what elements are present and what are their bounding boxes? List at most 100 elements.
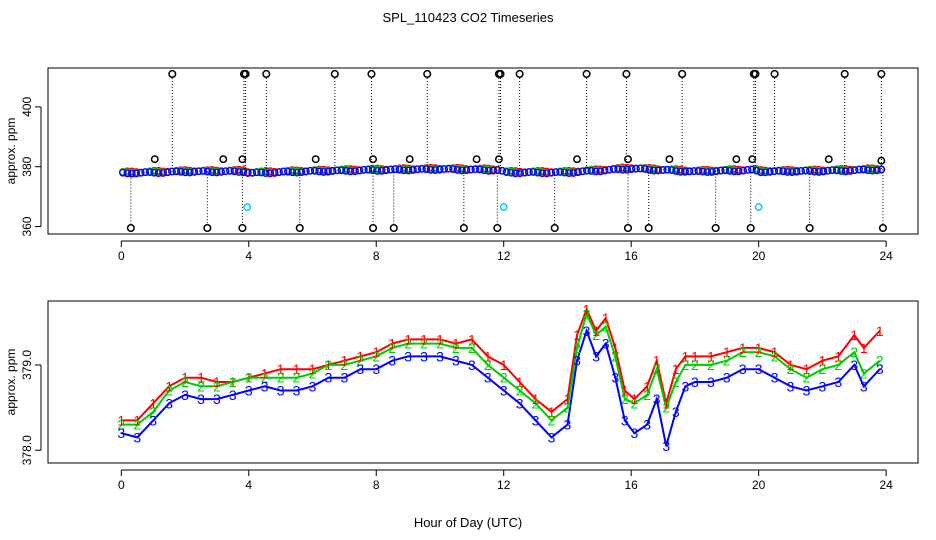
baseline-point-series-3 [846, 167, 854, 175]
outlier-high-point [582, 69, 591, 79]
series-3-point: 3 [165, 395, 173, 411]
outlier-low-point [203, 223, 212, 233]
baseline-point-series-3 [270, 169, 279, 177]
baseline-point-series-3 [556, 168, 564, 176]
outlier-mid-point [824, 155, 833, 164]
baseline-point-series-3 [212, 168, 221, 177]
baseline-point-series-3 [770, 167, 779, 175]
outlier-cyan-point [499, 203, 508, 211]
baseline-point-series-3 [346, 167, 355, 176]
baseline-point-series-3 [230, 167, 239, 176]
baseline-point-series-3 [324, 167, 332, 176]
bottom-x-tick-label: 24 [879, 478, 893, 492]
baseline-point-series-3 [511, 169, 520, 178]
series-3-point: 3 [404, 348, 412, 364]
series-1-point: 1 [834, 348, 842, 364]
baseline-point-series-3 [542, 169, 551, 178]
series-3-point: 3 [420, 348, 428, 364]
series-3-point: 3 [484, 370, 492, 386]
baseline-point-series-3 [600, 166, 609, 175]
series-1-point: 1 [583, 302, 591, 318]
series-3-point: 3 [197, 391, 205, 407]
series-3-point: 3 [860, 378, 868, 394]
baseline-point-series-3 [252, 168, 261, 177]
series-1-point: 1 [197, 370, 205, 386]
series-2-point: 2 [293, 370, 301, 386]
series-1-point: 1 [691, 348, 699, 364]
baseline-point-series-3 [154, 169, 163, 178]
outlier-low-point [746, 223, 755, 233]
series-2-point: 2 [681, 357, 689, 373]
baseline-point-series-3 [525, 168, 533, 176]
series-2-point: 2 [117, 417, 125, 433]
outlier-mid-point [472, 155, 481, 164]
outlier-mid-point [877, 156, 886, 165]
baseline-point-series-3 [199, 167, 208, 175]
baseline-point-series-3 [645, 166, 654, 174]
series-1-point: 1 [611, 340, 619, 356]
outlier-high-point [751, 69, 760, 79]
outlier-mid-point [150, 155, 159, 164]
baseline-point-series-3 [377, 167, 386, 175]
baseline-point-series-3 [765, 168, 774, 176]
baseline-point-series-3 [654, 166, 663, 175]
series-2-point: 2 [803, 370, 811, 386]
baseline-point-series-3 [284, 167, 292, 176]
series-3-point: 3 [787, 378, 795, 394]
series-1-point: 1 [229, 374, 237, 390]
series-2-point: 2 [662, 400, 670, 416]
baseline-point-series-3 [306, 166, 315, 175]
series-1-point: 1 [372, 344, 380, 360]
series-1-point: 1 [277, 361, 285, 377]
baseline-point-series-3 [716, 166, 725, 175]
baseline-point-series-3 [217, 168, 225, 176]
series-3-point: 3 [876, 361, 884, 377]
series-1-point: 1 [293, 361, 301, 377]
baseline-point-series-3 [328, 167, 337, 175]
baseline-point-series-3 [828, 166, 837, 175]
series-3-point: 3 [532, 412, 540, 428]
series-2-point: 2 [602, 319, 610, 335]
baseline-point-series-3 [605, 165, 614, 174]
baseline-point-series-3 [221, 167, 230, 176]
series-3-point: 3 [662, 438, 670, 454]
series-2-point: 2 [739, 344, 747, 360]
baseline-point-series-3 [578, 167, 587, 176]
series-1-point: 1 [643, 378, 651, 394]
baseline-point-series-3 [489, 166, 498, 175]
series-1-point: 1 [787, 357, 795, 373]
series-1-point: 1 [707, 348, 715, 364]
series-1-point: 1 [860, 340, 868, 356]
outlier-cyan-point [243, 203, 252, 211]
baseline-point-series-3 [609, 165, 618, 173]
baseline-point-series-3 [315, 167, 324, 176]
baseline-point-series-3 [823, 166, 832, 175]
baseline-point-series-3 [261, 169, 270, 178]
baseline-point-series-3 [475, 165, 484, 174]
series-2-point: 2 [564, 400, 572, 416]
top-y-tick-label: 360 [20, 216, 34, 236]
series-3-point: 3 [388, 353, 396, 369]
series-1-point: 1 [149, 395, 157, 411]
series-3-point: 3 [643, 417, 651, 433]
outlier-low-point [878, 223, 887, 233]
baseline-point-series-3 [507, 168, 515, 177]
baseline-point-series-3 [703, 168, 712, 177]
top-y-axis-label: approx. ppm [4, 118, 18, 185]
baseline-point-series-3 [533, 168, 542, 177]
series-2-point: 2 [611, 348, 619, 364]
baseline-point-series-3 [342, 167, 350, 175]
series-3-point: 3 [277, 383, 285, 399]
outlier-low-point [238, 223, 247, 233]
baseline-point-series-3 [498, 166, 506, 175]
series-3-point: 3 [681, 378, 689, 394]
top-x-tick-label: 4 [245, 249, 252, 263]
series-1-point: 1 [850, 327, 858, 343]
baseline-point-series-3 [404, 166, 413, 175]
baseline-point-series-3 [685, 167, 694, 176]
baseline-point-series-3 [641, 165, 649, 173]
top-plot-marks [119, 69, 887, 233]
baseline-point-series-3 [877, 165, 886, 174]
x-axis-label: Hour of Day (UTC) [414, 515, 522, 530]
baseline-point-series-3 [774, 167, 783, 175]
